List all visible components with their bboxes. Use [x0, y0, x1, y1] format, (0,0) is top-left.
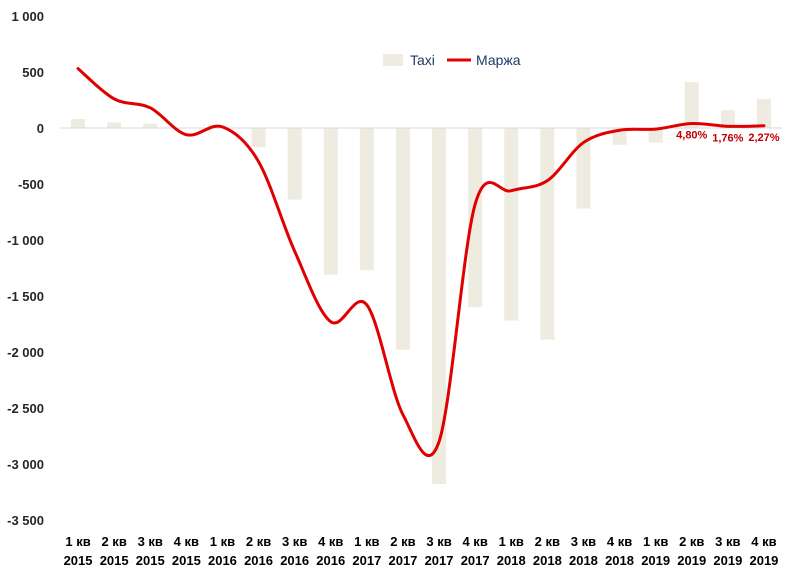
taxi-bar — [684, 82, 699, 128]
y-tick-label: 500 — [22, 65, 44, 80]
x-tick-label: 4 кв 2018 — [605, 534, 634, 568]
taxi-bar — [287, 128, 302, 200]
taxi-bar — [251, 128, 266, 148]
y-axis: 1 000 500 0 -500 -1 000 -1 500 -2 000 -2 500 -3 … — [7, 9, 44, 528]
x-tick-label: 2 кв 2015 — [100, 534, 129, 568]
taxi-bar — [432, 128, 447, 485]
legend-label-taxi: Taxi — [410, 52, 435, 68]
y-tick-label: -500 — [18, 177, 44, 192]
taxi-bar — [323, 128, 338, 275]
x-tick-label: 1 кв 2015 — [64, 534, 93, 568]
marzha-data-label: 1,76% — [712, 132, 743, 144]
taxi-bar — [648, 128, 663, 143]
x-tick-label: 3 кв 2017 — [425, 534, 454, 568]
legend-label-marzha: Маржа — [476, 52, 521, 68]
x-tick-label: 2 кв 2018 — [533, 534, 562, 568]
taxi-bar — [504, 128, 519, 321]
y-tick-label: -1 000 — [7, 233, 44, 248]
y-tick-label: -3 500 — [7, 513, 44, 528]
y-tick-label: -3 000 — [7, 457, 44, 472]
marzha-line — [76, 67, 766, 458]
x-tick-label: 3 кв 2016 — [280, 534, 309, 568]
y-tick-label: -2 000 — [7, 345, 44, 360]
y-tick-label: 0 — [37, 121, 44, 136]
y-tick-label: -1 500 — [7, 289, 44, 304]
marzha-data-label: 4,80% — [676, 130, 707, 142]
y-tick-label: 1 000 — [11, 9, 44, 24]
x-tick-label: 4 кв 2017 — [461, 534, 490, 568]
x-tick-label: 1 кв 2018 — [497, 534, 526, 568]
x-tick-label: 1 кв 2019 — [641, 534, 670, 568]
taxi-bar — [107, 122, 122, 128]
taxi-bar — [143, 123, 158, 128]
x-tick-label: 3 кв 2018 — [569, 534, 598, 568]
taxi-bar — [71, 119, 86, 128]
taxi-bar — [756, 98, 771, 128]
y-tick-label: -2 500 — [7, 401, 44, 416]
x-tick-label: 4 кв 2015 — [172, 534, 201, 568]
x-tick-label: 3 кв 2015 — [136, 534, 165, 568]
x-tick-label: 1 кв 2016 — [208, 534, 237, 568]
x-tick-label: 1 кв 2017 — [352, 534, 381, 568]
x-tick-label: 4 кв 2016 — [316, 534, 345, 568]
legend: Taxi Маржа — [383, 52, 521, 68]
x-tick-label: 4 кв 2019 — [749, 534, 778, 568]
marzha-data-label: 2,27% — [748, 132, 779, 144]
taxi-bar — [540, 128, 555, 340]
x-tick-label: 3 кв 2019 — [713, 534, 742, 568]
x-tick-label: 2 кв 2017 — [388, 534, 417, 568]
taxi-bar — [468, 128, 483, 308]
taxi-bars — [71, 82, 771, 485]
x-tick-label: 2 кв 2016 — [244, 534, 273, 568]
x-tick-label: 2 кв 2019 — [677, 534, 706, 568]
data-labels: 4,80% 1,76% 2,27% — [676, 130, 780, 145]
legend-swatch-taxi — [383, 54, 403, 66]
taxi-bar — [576, 128, 591, 209]
marzha-series-line — [76, 67, 766, 458]
taxi-bar — [720, 110, 735, 128]
taxi-bar — [395, 128, 410, 350]
taxi-bar — [359, 128, 374, 271]
